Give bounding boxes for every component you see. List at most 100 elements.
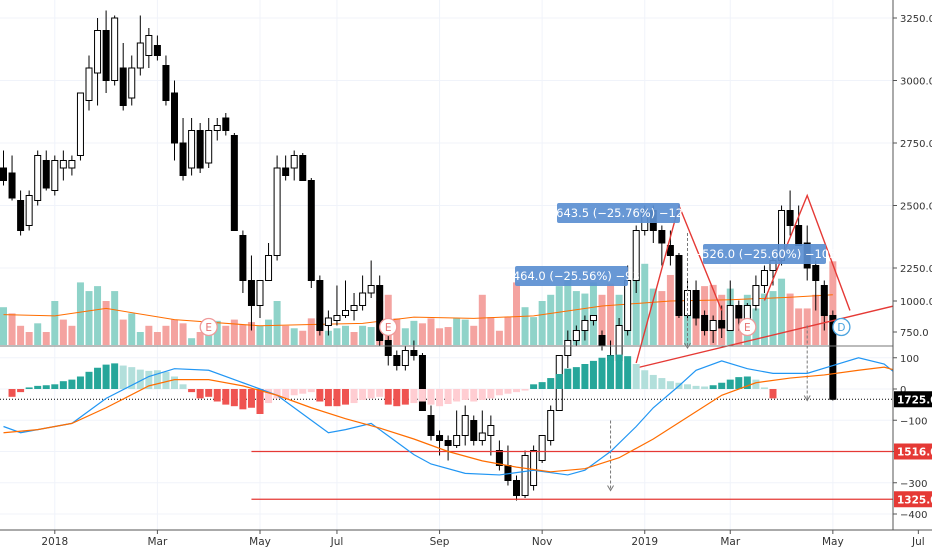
volume-bar: [247, 322, 255, 345]
macd-histogram-bar: [427, 389, 435, 405]
volume-bar: [290, 328, 298, 345]
macd-histogram-bar: [555, 374, 563, 389]
macd-histogram-bar: [247, 389, 255, 408]
volume-bar: [34, 323, 42, 345]
macd-histogram-bar: [393, 389, 401, 407]
macd-histogram-bar: [171, 376, 178, 389]
macd-histogram-bar: [649, 374, 657, 389]
measure-arrow: [607, 485, 614, 492]
macd-histogram-bar: [76, 376, 84, 389]
candle-body: [273, 167, 281, 256]
volume-bar: [675, 298, 683, 345]
macd-histogram-bar: [34, 385, 42, 389]
candle-body: [701, 315, 709, 331]
volume-bar: [513, 282, 520, 345]
macd-histogram-bar: [384, 389, 392, 405]
price-tag: [894, 443, 932, 460]
volume-bar: [436, 328, 444, 345]
volume-bar: [17, 325, 25, 345]
event-label: E: [744, 322, 751, 334]
candle-body: [128, 67, 136, 99]
volume-bar: [393, 318, 401, 345]
macd-histogram-bar: [607, 355, 615, 389]
measure-label: −526.0 (−25.60%) −105: [693, 247, 837, 261]
macd-histogram-bar: [743, 376, 751, 389]
macd-histogram-bar: [624, 356, 632, 389]
candle-body: [367, 285, 375, 294]
volume-bar: [179, 323, 187, 345]
time-tick-label: 2019: [631, 536, 658, 548]
macd-line: [3, 357, 902, 476]
candle-body: [453, 435, 461, 446]
candle-body: [0, 167, 7, 181]
macd-histogram-bar: [299, 389, 307, 394]
candle-body: [461, 415, 469, 436]
candle-body: [102, 30, 110, 81]
signal-line: [3, 366, 902, 473]
volume-bar: [256, 325, 264, 345]
volume-bar: [401, 328, 409, 345]
macd-tick-label: −300: [900, 479, 927, 490]
candle-body: [709, 320, 717, 331]
candle-body: [342, 310, 349, 316]
volume-bar: [649, 288, 657, 345]
volume-bar: [128, 313, 136, 345]
volume-bar: [829, 261, 837, 345]
event-label: E: [385, 322, 392, 334]
time-tick-label: Jul: [330, 536, 344, 548]
candle-body: [25, 195, 33, 226]
macd-histogram-bar: [119, 365, 127, 389]
volume-bar: [145, 325, 153, 345]
macd-histogram-bar: [547, 378, 555, 389]
volume-bar: [760, 293, 768, 345]
measurements[interactable]: −643.5 (−25.76%) −129 −464.0 (−25.56%) −9…: [503, 203, 837, 492]
macd-tick-label: −100: [900, 416, 927, 427]
volume-bar: [812, 294, 820, 345]
candle-body: [624, 280, 632, 331]
volume-bar: [470, 325, 478, 345]
candle-body: [598, 335, 606, 346]
macd-histogram-bar: [239, 389, 247, 410]
macd-histogram-bar: [666, 381, 674, 389]
time-tick-label: Mar: [720, 536, 740, 548]
candle-body: [384, 340, 392, 356]
candle-body: [222, 117, 230, 131]
volume-bar: [102, 301, 110, 345]
macd-histogram-bar: [128, 367, 136, 389]
volume-tick-label: 750.0: [900, 328, 929, 339]
volume-bar: [658, 291, 666, 345]
event-marker: [379, 317, 398, 337]
macd-histogram-bar: [632, 364, 640, 389]
volume-bar: [94, 286, 102, 345]
macd-histogram-bar: [196, 389, 204, 399]
price-tick-label: 2750.0: [900, 139, 932, 150]
macd-histogram-bar: [85, 371, 93, 389]
volume-bar: [607, 283, 615, 345]
volume-bar: [162, 325, 170, 345]
candle-body: [230, 135, 238, 231]
macd-tick-label: −400: [900, 510, 927, 521]
event-marker: [832, 317, 851, 337]
macd-histogram-bar: [538, 382, 546, 389]
horizontal-levels[interactable]: [251, 450, 893, 500]
event-marker: [738, 317, 757, 337]
candle-body: [162, 65, 170, 101]
volume-bar: [76, 282, 84, 345]
macd-histogram-bar: [470, 389, 478, 402]
volume-bar: [427, 318, 435, 345]
macd-histogram-bar: [8, 389, 16, 397]
volume-bar: [410, 320, 418, 345]
macd-histogram-bar: [487, 389, 495, 399]
candle-body: [812, 265, 820, 281]
candle-body: [213, 125, 221, 131]
candle-body: [675, 255, 683, 316]
time-tick-label: 2018: [41, 536, 68, 548]
volume-bar: [530, 317, 538, 345]
candle-body: [247, 280, 255, 306]
price-tag-label: 1325.0: [897, 494, 932, 506]
volume-bar: [547, 294, 555, 345]
macd-histogram-bar: [495, 389, 503, 396]
time-tick-label: May: [249, 536, 271, 548]
